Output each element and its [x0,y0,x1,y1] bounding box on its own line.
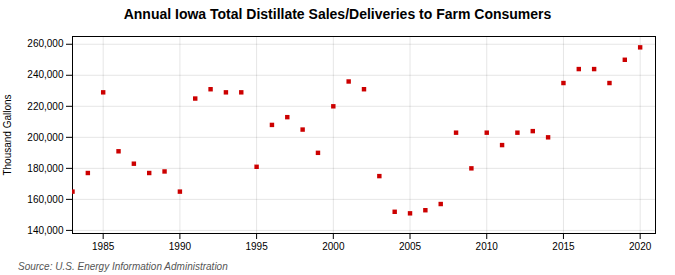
svg-text:2010: 2010 [476,241,499,252]
svg-text:2000: 2000 [322,241,345,252]
svg-text:1985: 1985 [92,241,115,252]
svg-text:220,000: 220,000 [27,101,64,112]
html-text:Source: U.S. Energy Informatio: Source: U.S. Energy Information Administ… [18,261,228,272]
svg-text:180,000: 180,000 [27,163,64,174]
svg-text:260,000: 260,000 [27,38,64,49]
svg-text:Thousand Gallons: Thousand Gallons [2,94,13,175]
svg-text:2015: 2015 [552,241,575,252]
svg-text:140,000: 140,000 [27,225,64,236]
html-text:Annual Iowa Total Distillate S: Annual Iowa Total Distillate Sales/Deliv… [123,6,552,22]
svg-text:1990: 1990 [169,241,192,252]
svg-text:2005: 2005 [399,241,422,252]
svg-text:160,000: 160,000 [27,194,64,205]
svg-text:1995: 1995 [245,241,268,252]
svg-text:200,000: 200,000 [27,132,64,143]
svg-text:2020: 2020 [629,241,652,252]
svg-text:240,000: 240,000 [27,69,64,80]
